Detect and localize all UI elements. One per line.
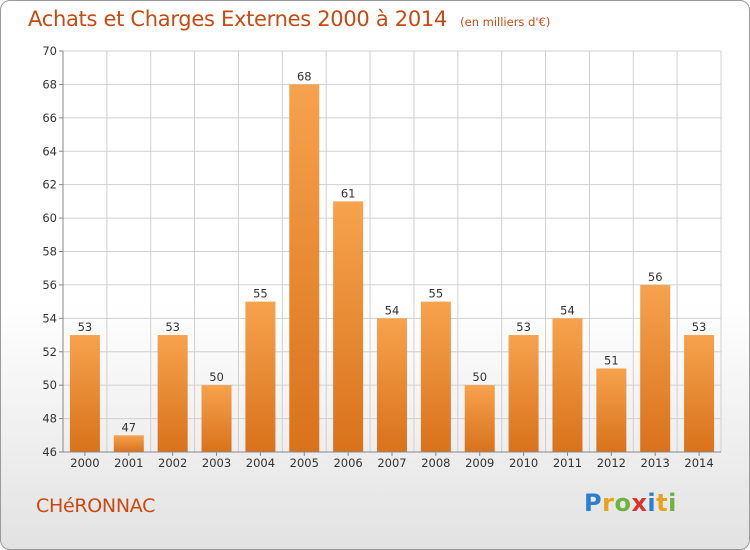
x-tick-label: 2011: [553, 456, 582, 470]
axes: 46 48 50 52 54 56 58 60 62 64 66 68 70 2000 2001 2002 20…: [42, 44, 721, 470]
x-tick-label: 2014: [684, 456, 713, 470]
logo-letter: t: [656, 489, 669, 517]
data-label: 54: [560, 303, 575, 317]
y-tick-label: 50: [42, 378, 57, 392]
data-label: 54: [385, 303, 400, 317]
bar: [508, 335, 539, 452]
x-tick-label: 2004: [246, 456, 275, 470]
bar: [245, 301, 276, 452]
x-tick-label: 2009: [465, 456, 494, 470]
x-tick-label: 2010: [509, 456, 538, 470]
x-tick-label: 2002: [158, 456, 187, 470]
bar: [552, 318, 583, 452]
logo-letter: P: [584, 489, 603, 517]
data-label: 61: [341, 186, 356, 200]
x-tick-label: 2007: [377, 456, 406, 470]
bar: [289, 84, 320, 453]
x-tick-label: 2013: [641, 456, 670, 470]
bar: [201, 385, 232, 452]
title-row: Achats et Charges Externes 2000 à 2014 (…: [28, 7, 550, 31]
chart-subtitle: (en milliers d'€): [460, 15, 551, 29]
data-label: 50: [209, 370, 224, 384]
data-labels: 53 47 53 50 55 68 61 54 55 50 53 54 51 56 53: [78, 69, 707, 434]
data-label: 53: [516, 320, 531, 334]
data-label: 56: [648, 270, 663, 284]
bar: [464, 385, 495, 452]
y-tick-label: 68: [42, 77, 57, 91]
logo-letter: x: [631, 489, 648, 517]
y-tick-label: 54: [42, 311, 57, 325]
bar: [640, 284, 671, 452]
data-label: 53: [78, 320, 93, 334]
y-tick-label: 58: [42, 245, 57, 259]
y-tick-label: 56: [42, 278, 57, 292]
bar: [377, 318, 407, 452]
place-name: CHéRONNAC: [36, 495, 156, 517]
bar: [684, 335, 715, 452]
y-tick-label: 66: [42, 111, 57, 125]
bar: [157, 335, 188, 452]
data-label: 53: [692, 320, 707, 334]
y-tick-label: 60: [42, 211, 57, 225]
bar: [333, 201, 364, 452]
y-tick-label: 48: [42, 412, 57, 426]
x-tick-label: 2003: [202, 456, 231, 470]
y-tick-label: 64: [42, 144, 57, 158]
y-tick-label: 46: [42, 445, 57, 459]
y-tick-label: 70: [42, 44, 57, 58]
logo-letter: r: [602, 489, 615, 517]
bar: [420, 301, 451, 452]
data-label: 47: [121, 420, 136, 434]
bar: [113, 435, 144, 452]
y-tick-label: 62: [42, 178, 57, 192]
data-label: 68: [297, 69, 312, 83]
data-label: 53: [165, 320, 180, 334]
x-tick-label: 2001: [114, 456, 143, 470]
x-tick-label: 2000: [70, 456, 99, 470]
bars: [69, 84, 715, 453]
bar: [69, 335, 100, 452]
x-tick-label: 2005: [290, 456, 319, 470]
x-tick-label: 2012: [597, 456, 626, 470]
proxiti-logo: Proxiti: [584, 489, 677, 517]
chart-title: Achats et Charges Externes 2000 à 2014: [28, 7, 448, 31]
logo-letter: i: [668, 489, 677, 517]
logo-letter: i: [647, 489, 657, 517]
data-label: 50: [472, 370, 487, 384]
data-label: 51: [604, 353, 619, 367]
data-label: 55: [253, 287, 268, 301]
data-label: 55: [429, 287, 444, 301]
x-tick-label: 2008: [421, 456, 450, 470]
y-tick-label: 52: [42, 345, 57, 359]
x-tick-label: 2006: [333, 456, 362, 470]
logo-letter: o: [614, 489, 632, 517]
bar: [596, 368, 627, 452]
